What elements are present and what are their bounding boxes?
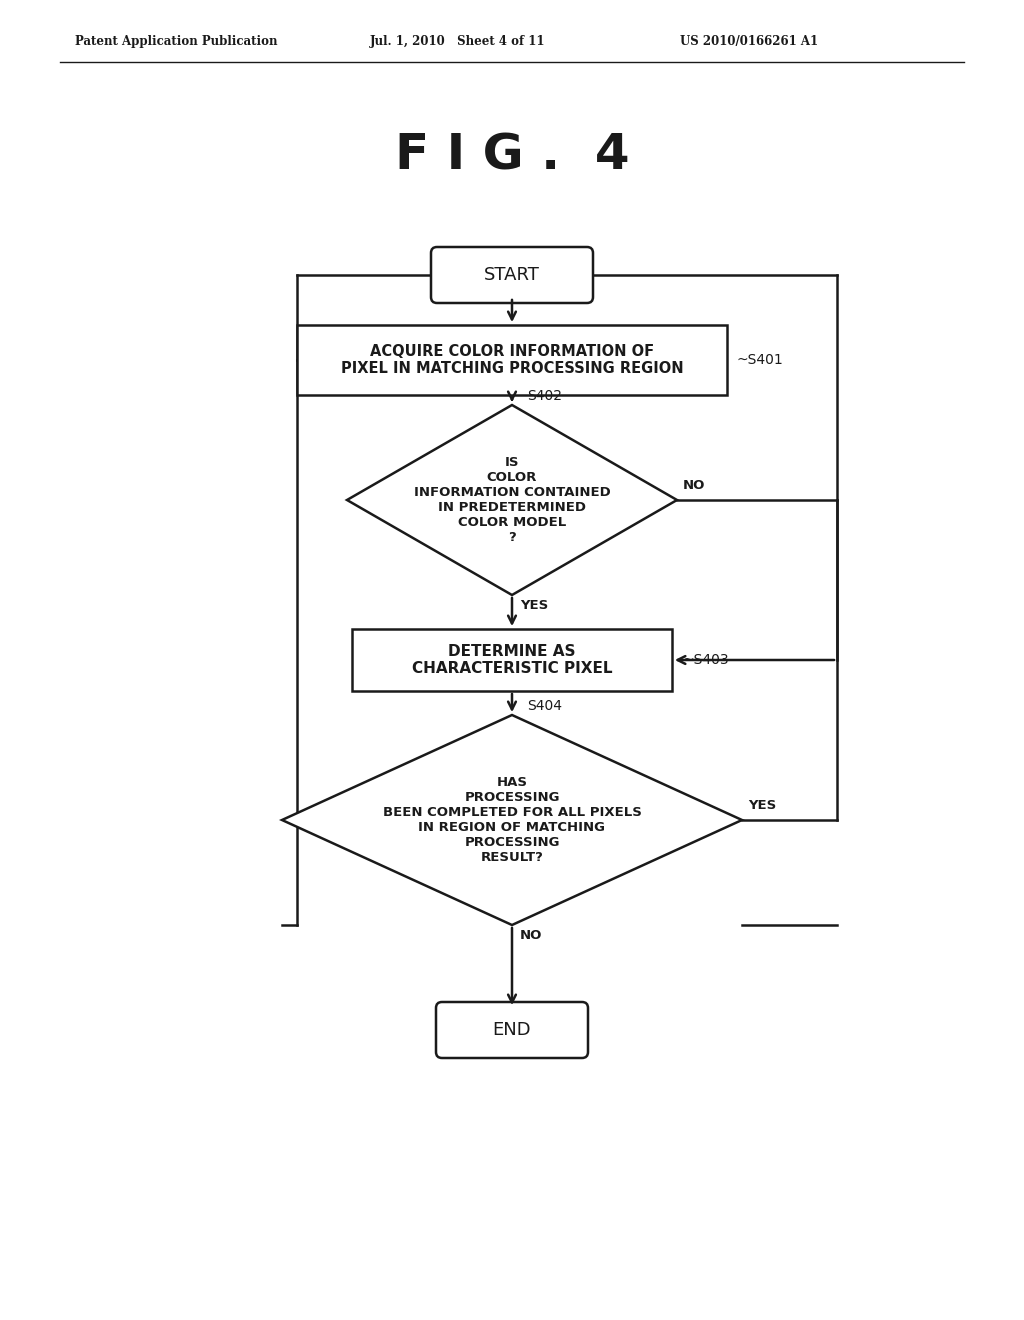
Polygon shape [282,715,742,925]
Text: NO: NO [683,479,706,492]
Text: ~S401: ~S401 [737,352,783,367]
Text: F I G .  4: F I G . 4 [394,131,630,180]
Bar [297,325,727,395]
Text: S402: S402 [527,389,562,403]
Bar [352,630,672,690]
FancyBboxPatch shape [431,247,593,304]
Text: S404: S404 [527,700,562,713]
Text: HAS
PROCESSING
BEEN COMPLETED FOR ALL PIXELS
IN REGION OF MATCHING
PROCESSING
RE: HAS PROCESSING BEEN COMPLETED FOR ALL PI… [383,776,641,865]
Text: YES: YES [520,599,548,612]
FancyBboxPatch shape [436,1002,588,1059]
Text: IS
COLOR
INFORMATION CONTAINED
IN PREDETERMINED
COLOR MODEL
?: IS COLOR INFORMATION CONTAINED IN PREDET… [414,455,610,544]
Text: Patent Application Publication: Patent Application Publication [75,36,278,49]
Polygon shape [347,405,677,595]
Text: ACQUIRE COLOR INFORMATION OF
PIXEL IN MATCHING PROCESSING REGION: ACQUIRE COLOR INFORMATION OF PIXEL IN MA… [341,343,683,376]
Text: Jul. 1, 2010   Sheet 4 of 11: Jul. 1, 2010 Sheet 4 of 11 [370,36,546,49]
Text: US 2010/0166261 A1: US 2010/0166261 A1 [680,36,818,49]
Text: ~S403: ~S403 [682,653,729,667]
Text: START: START [484,267,540,284]
Text: END: END [493,1020,531,1039]
Text: NO: NO [520,929,543,942]
Text: DETERMINE AS
CHARACTERISTIC PIXEL: DETERMINE AS CHARACTERISTIC PIXEL [412,644,612,676]
Text: YES: YES [748,799,776,812]
